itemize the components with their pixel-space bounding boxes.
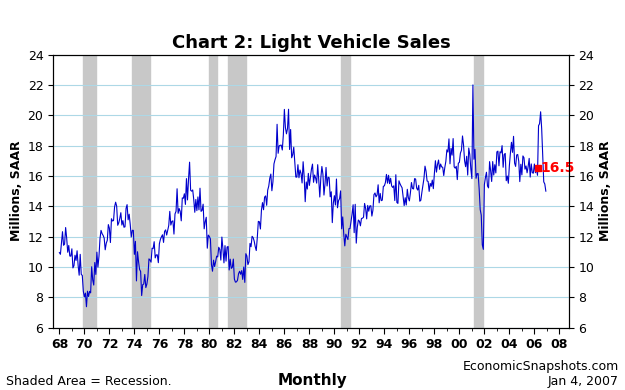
Text: EconomicSnapshots.com
Jan 4, 2007: EconomicSnapshots.com Jan 4, 2007 <box>462 360 619 388</box>
Text: 16.5: 16.5 <box>541 161 575 176</box>
Bar <box>474 55 483 328</box>
Bar <box>132 55 150 328</box>
Bar <box>341 55 350 328</box>
Y-axis label: Millions, SAAR: Millions, SAAR <box>599 141 611 241</box>
Text: Shaded Area = Recession.: Shaded Area = Recession. <box>6 375 172 388</box>
Bar <box>209 55 217 328</box>
Title: Chart 2: Light Vehicle Sales: Chart 2: Light Vehicle Sales <box>172 34 451 51</box>
Y-axis label: Millions, SAAR: Millions, SAAR <box>11 141 23 241</box>
Bar <box>228 55 246 328</box>
Bar <box>83 55 96 328</box>
Text: Monthly: Monthly <box>278 373 348 388</box>
